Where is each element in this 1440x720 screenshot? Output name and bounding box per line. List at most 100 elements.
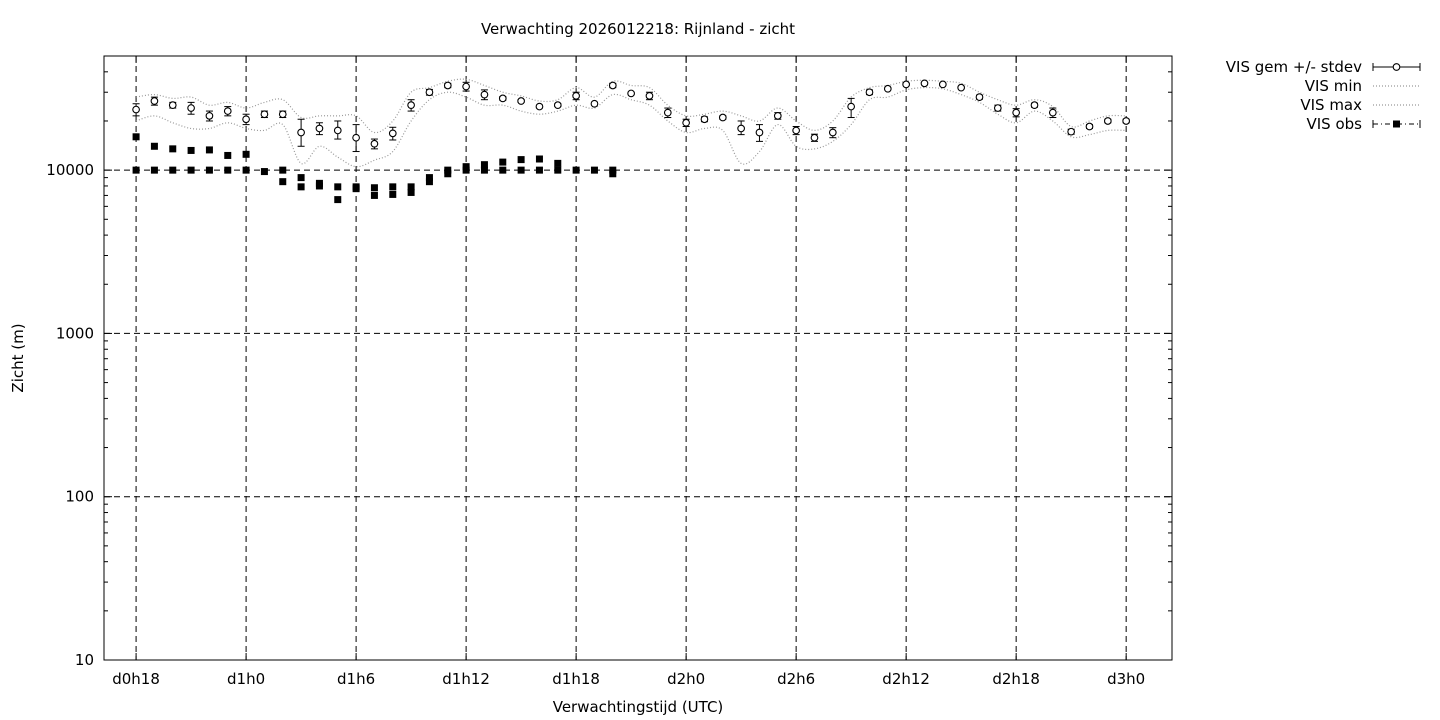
x-tick-label: d1h18 xyxy=(552,670,600,688)
vis-obs-point xyxy=(150,142,158,150)
vis-obs-point xyxy=(242,166,250,174)
vis-gem-point xyxy=(938,80,947,89)
vis-obs-point xyxy=(297,183,305,191)
vis-gem-point xyxy=(517,97,525,105)
vis-gem-point xyxy=(627,89,635,98)
vis-gem-point xyxy=(737,124,745,133)
vis-obs-point xyxy=(554,166,562,174)
vis-gem-point xyxy=(425,88,434,97)
vis-obs-point xyxy=(444,170,452,178)
vis-gem-point xyxy=(480,90,489,99)
vis-obs-point xyxy=(480,166,488,174)
vis-gem-point xyxy=(865,88,874,97)
x-axis-label: Verwachtingstijd (UTC) xyxy=(553,698,724,716)
vis-gem-point xyxy=(957,83,966,92)
vis-gem-point xyxy=(1122,117,1131,125)
vis-gem-point xyxy=(718,113,727,122)
vis-obs-point xyxy=(590,166,598,174)
vis-gem-point xyxy=(443,81,452,90)
vis-gem-point xyxy=(260,110,269,119)
vis-gem-point xyxy=(828,128,837,137)
axis-ticks xyxy=(104,55,1172,661)
vis-gem-point xyxy=(792,126,800,135)
vis-gem-point xyxy=(223,107,232,115)
vis-gem-point xyxy=(1103,117,1112,125)
vis-gem-point xyxy=(553,101,562,110)
vis-obs-point xyxy=(224,166,232,174)
vis-obs-point xyxy=(517,156,525,164)
y-tick-label: 10 xyxy=(75,651,94,669)
vis-obs-point xyxy=(462,163,470,171)
plot-frame xyxy=(103,55,1173,661)
vis-gem-point xyxy=(1048,108,1057,117)
x-tick-label: d2h18 xyxy=(992,670,1040,688)
x-tick-label: d1h12 xyxy=(442,670,490,688)
vis-gem-point xyxy=(1012,108,1021,117)
vis-obs-point xyxy=(352,183,360,191)
vis-obs-point xyxy=(205,166,213,174)
vis-gem-point xyxy=(920,79,929,88)
legend-label: VIS max xyxy=(1300,96,1362,114)
legend-errorbar-marker xyxy=(1392,63,1401,71)
legend-label: VIS gem +/- stdev xyxy=(1226,58,1362,76)
tick-labels: d0h18 d1h0 d1h6 d1h12 d1h18 d2h0 d2h6 d2h12 d2h1… xyxy=(46,161,1145,688)
vis-gem-point xyxy=(755,128,764,137)
vis-obs-point xyxy=(425,178,433,186)
vis-gem-point xyxy=(242,115,250,124)
vis-gem-point xyxy=(168,101,177,110)
x-tick-label: d2h12 xyxy=(882,670,930,688)
vis-gem-point xyxy=(370,139,379,148)
vis-gem-point xyxy=(608,81,617,90)
vis-obs-point xyxy=(242,150,250,158)
vis-gem-point xyxy=(847,102,855,111)
vis-obs-point xyxy=(187,166,195,174)
vis-gem-point xyxy=(333,126,342,135)
vis-obs-point xyxy=(132,166,140,174)
vis-gem-point xyxy=(407,101,415,110)
vis-gem-point xyxy=(975,93,984,101)
y-tick-label: 10000 xyxy=(46,161,94,179)
vis-obs-point xyxy=(132,133,140,141)
vis-obs-point xyxy=(187,146,195,154)
vis-obs-point xyxy=(150,166,158,174)
vis-gem-point xyxy=(590,99,599,108)
vis-max-line xyxy=(136,78,1127,134)
grid-lines xyxy=(104,56,1172,660)
vis-obs-point xyxy=(425,174,433,182)
vis-obs-point xyxy=(480,161,488,169)
vis-obs-point xyxy=(334,196,342,204)
vis-gem-point xyxy=(663,108,672,117)
vis-gem-point xyxy=(572,92,580,100)
vis-gem-point xyxy=(883,84,892,93)
vis-obs-point xyxy=(370,191,378,199)
x-tick-label: d3h0 xyxy=(1107,670,1145,688)
vis-obs-point xyxy=(407,183,415,191)
vis-obs-point xyxy=(499,158,507,166)
vis-gem-point xyxy=(535,102,544,111)
series-layer xyxy=(132,78,1131,204)
vis-gem-point xyxy=(297,128,305,137)
vis-obs-point xyxy=(517,166,525,174)
vis-obs-point xyxy=(389,183,397,191)
vis-obs-point xyxy=(535,166,543,174)
vis-gem-point xyxy=(278,110,287,119)
vis-gem-point xyxy=(315,124,324,133)
vis-gem-point xyxy=(132,105,140,114)
vis-obs-point xyxy=(205,146,213,154)
vis-obs-point xyxy=(260,168,268,176)
vis-gem-point xyxy=(993,104,1002,112)
vis-obs-point xyxy=(572,166,580,174)
vis-obs-point xyxy=(279,178,287,186)
vis-gem-point xyxy=(902,80,910,89)
vis-gem-point xyxy=(810,133,819,142)
vis-gem-point xyxy=(150,97,159,105)
vis-gem-point xyxy=(498,94,507,103)
chart-title: Verwachting 2026012218: Rijnland - zicht xyxy=(481,20,795,38)
legend-obs-marker xyxy=(1393,120,1400,128)
vis-gem-point xyxy=(1030,101,1039,110)
vis-obs-point xyxy=(389,190,397,198)
y-axis-label: Zicht (m) xyxy=(9,323,27,392)
vis-obs-point xyxy=(297,174,305,182)
legend-label: VIS obs xyxy=(1307,115,1363,133)
